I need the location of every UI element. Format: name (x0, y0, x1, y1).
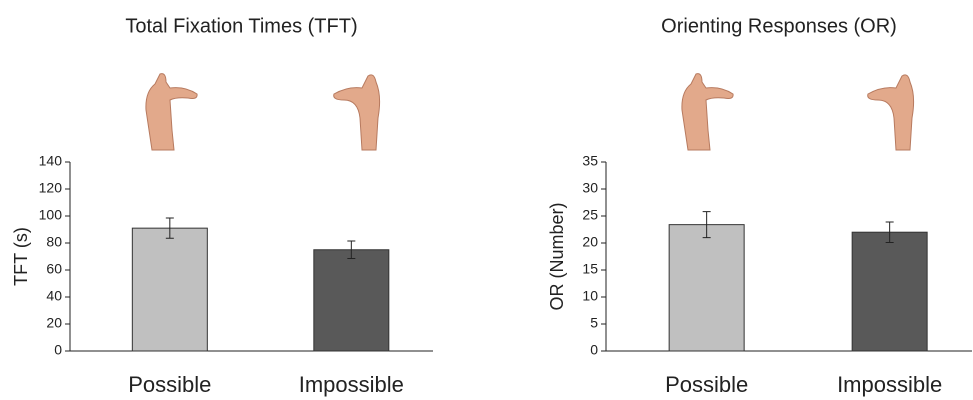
hand-icon (146, 74, 914, 150)
chart: Total Fixation Times (TFT) TFT (s) 0 20 40 60… (0, 0, 973, 400)
y-tick-label: 120 (39, 180, 63, 196)
y-tick-label: 100 (39, 207, 63, 223)
y-tick-label: 60 (46, 261, 62, 277)
x-tick-label: Possible (128, 372, 211, 397)
x-tick-label: Impossible (299, 372, 404, 397)
y-tick-label: 20 (582, 234, 598, 250)
x-tick-label: Impossible (837, 372, 942, 397)
bar (669, 225, 744, 351)
y-axis-label: OR (Number) (547, 202, 567, 310)
y-tick-label: 80 (46, 234, 62, 250)
y-tick-label: 15 (582, 261, 598, 277)
y-tick-label: 0 (590, 342, 598, 358)
y-tick-label: 40 (46, 288, 62, 304)
chart-title: Total Fixation Times (TFT) (125, 15, 357, 37)
x-tick-label: Possible (665, 372, 748, 397)
y-axis-label: TFT (s) (11, 227, 31, 286)
bar (852, 232, 927, 351)
y-tick-label: 10 (582, 288, 598, 304)
y-tick-label: 35 (582, 153, 598, 169)
y-tick-label: 25 (582, 207, 598, 223)
y-tick-label: 20 (46, 315, 62, 331)
bar (314, 250, 389, 351)
chart-title: Orienting Responses (OR) (661, 15, 897, 37)
y-tick-label: 30 (582, 180, 598, 196)
y-tick-label: 140 (39, 153, 63, 169)
bar (132, 228, 207, 351)
y-tick-label: 0 (54, 342, 62, 358)
y-tick-label: 5 (590, 315, 598, 331)
